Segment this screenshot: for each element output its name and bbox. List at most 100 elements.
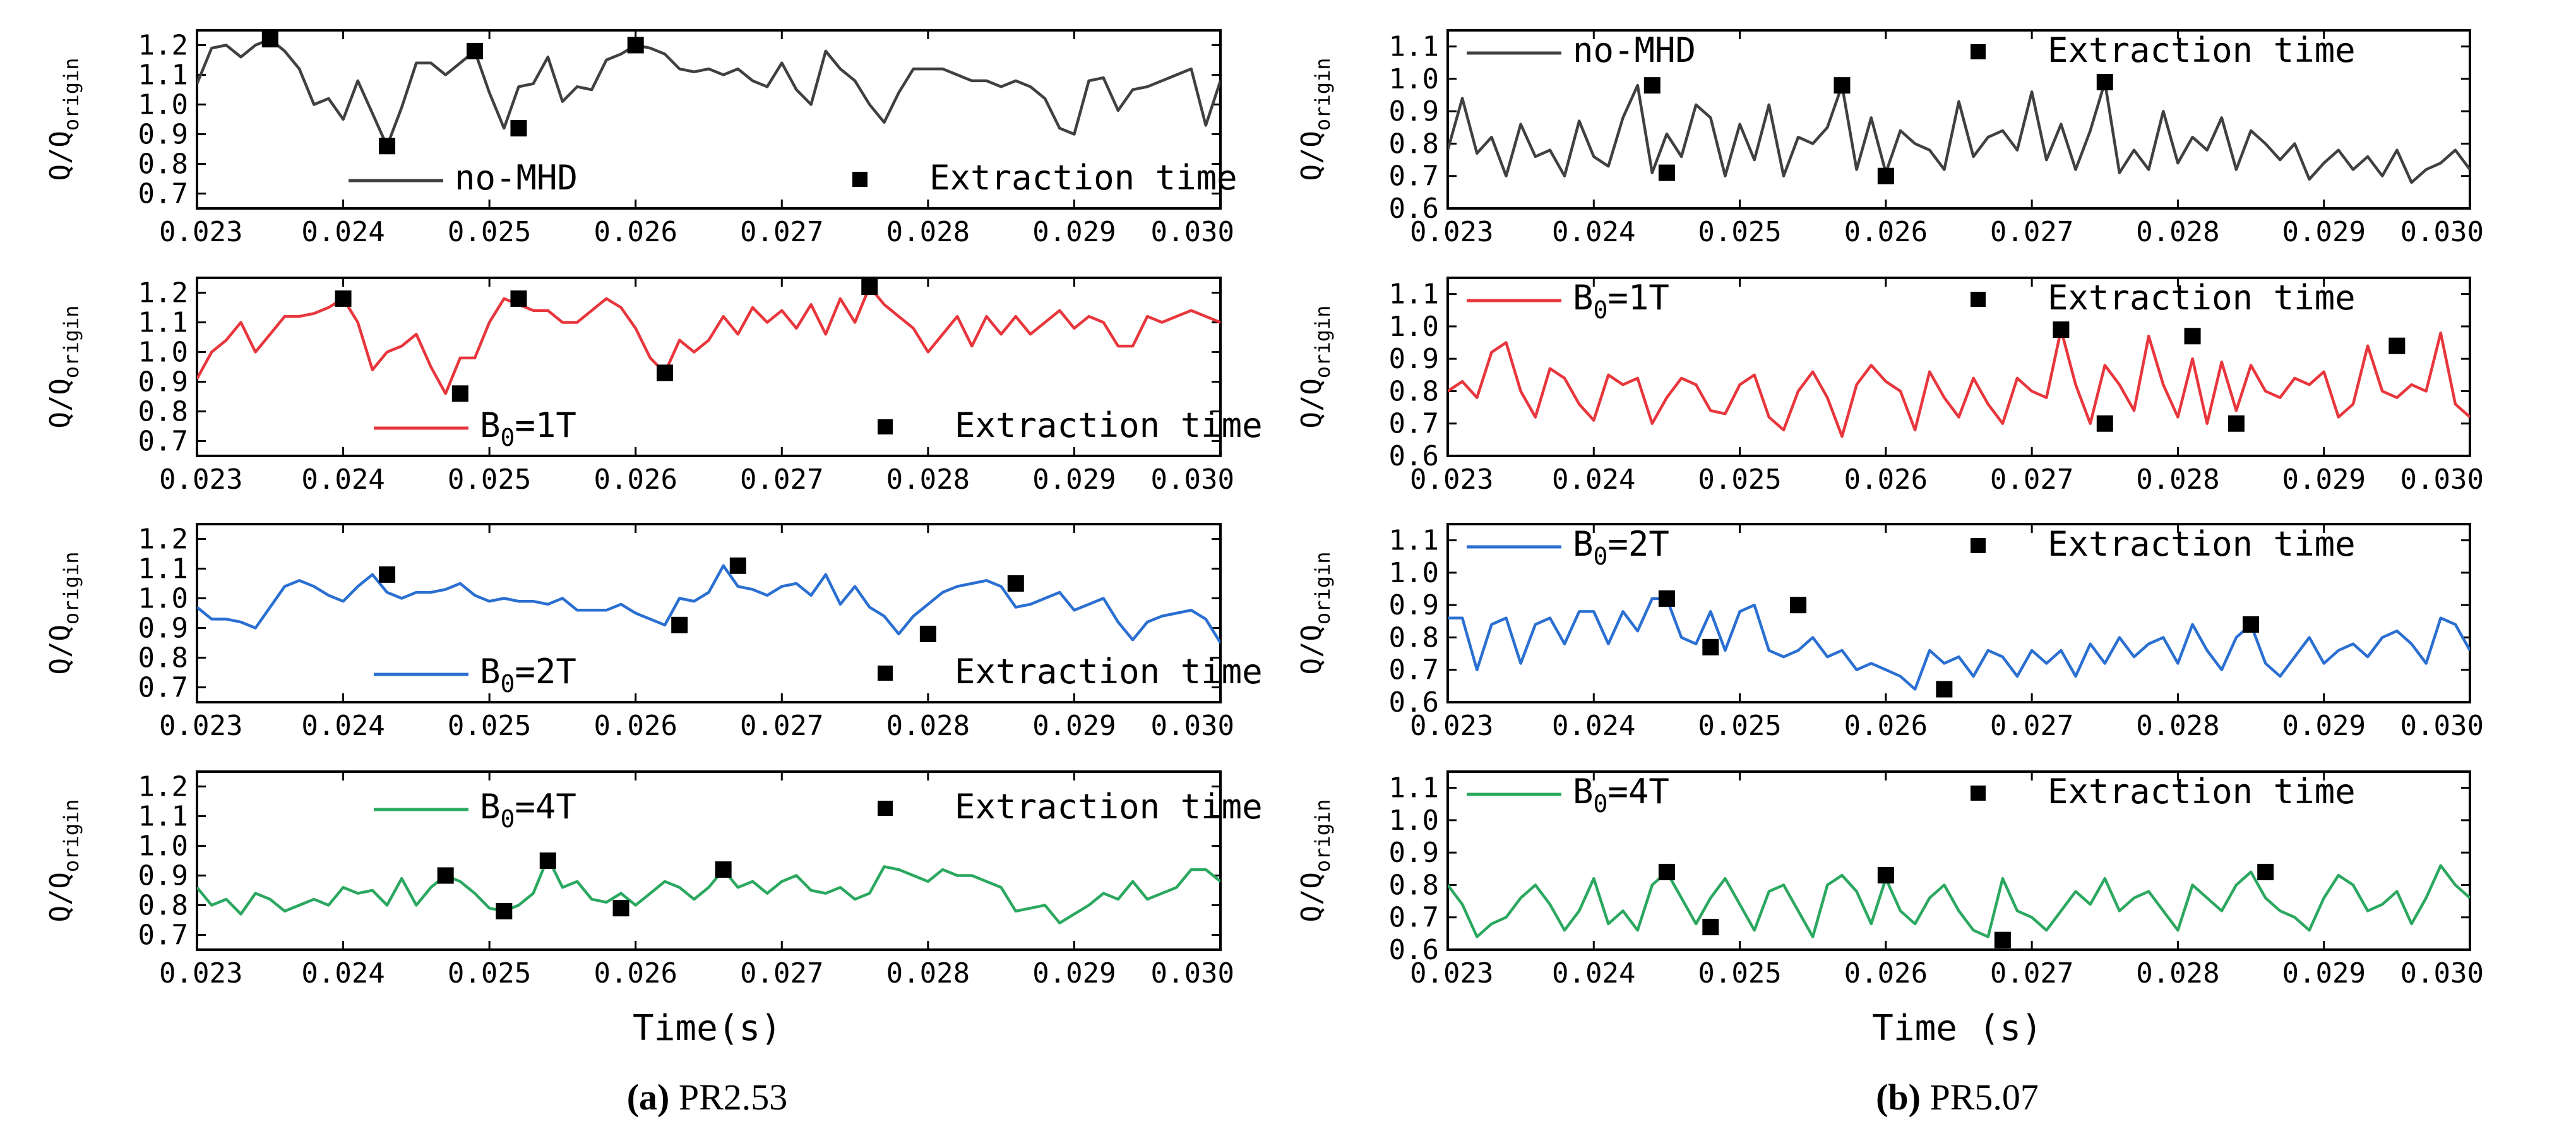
legend-label-base: B bbox=[480, 652, 501, 691]
x-tick-label: 0.030 bbox=[1151, 957, 1234, 990]
y-tick-label: 1.1 bbox=[138, 801, 188, 833]
y-tick-label: 1.0 bbox=[1389, 311, 1439, 343]
y-tick-label: 0.9 bbox=[138, 613, 188, 645]
x-tick-label: 0.023 bbox=[1410, 710, 1493, 742]
extraction-marker bbox=[1936, 681, 1953, 698]
x-tick-label: 0.023 bbox=[1410, 957, 1493, 990]
x-tick-label: 0.027 bbox=[1990, 463, 2073, 496]
series-line bbox=[1448, 328, 2470, 438]
y-axis-label-sub: origin bbox=[1311, 57, 1335, 131]
y-tick-label: 0.9 bbox=[1389, 343, 1439, 375]
legend-label-base: B bbox=[480, 405, 501, 445]
legend-marker-label: Extraction time bbox=[2048, 772, 2356, 811]
legend-label-base: no-MHD bbox=[1573, 30, 1696, 70]
figure-caption: (b) PR5.07 bbox=[1876, 1077, 2039, 1118]
x-tick-label: 0.025 bbox=[448, 216, 531, 248]
series-line bbox=[1448, 597, 2470, 691]
y-axis-label: Q/Qorigin bbox=[1296, 305, 1335, 428]
y-axis-label-main: Q/Q bbox=[44, 131, 76, 181]
x-tick-label: 0.030 bbox=[2400, 710, 2484, 742]
y-axis-label-main: Q/Q bbox=[1296, 872, 1328, 922]
x-tick-label: 0.026 bbox=[593, 463, 677, 496]
y-tick-label: 0.6 bbox=[1389, 193, 1439, 225]
extraction-marker bbox=[2184, 328, 2201, 345]
series-line bbox=[1448, 80, 2470, 184]
x-tick-label: 0.029 bbox=[1032, 216, 1116, 248]
y-axis-label-main: Q/Q bbox=[44, 872, 76, 922]
panel-b-1: 0.023 0.024 0.025 0.026 0.027 0.028 0.029 0.030… bbox=[1296, 29, 2484, 248]
plot-frame bbox=[196, 523, 1222, 703]
extraction-marker bbox=[1877, 867, 1894, 884]
y-tick-label: 0.7 bbox=[138, 919, 188, 952]
y-tick-label: 0.9 bbox=[138, 366, 188, 398]
x-tick-label: 0.023 bbox=[159, 216, 242, 248]
y-axis-label-main: Q/Q bbox=[44, 625, 76, 674]
legend-marker-label: Extraction time bbox=[929, 158, 1237, 198]
x-tick-label: 0.027 bbox=[1990, 957, 2073, 990]
extraction-marker bbox=[451, 385, 468, 402]
extraction-marker bbox=[1658, 164, 1675, 181]
legend-label-sub: 0 bbox=[501, 424, 515, 451]
extraction-marker bbox=[715, 861, 732, 878]
y-axis-label: Q/Qorigin bbox=[1296, 799, 1335, 922]
legend-label-sub: 0 bbox=[1594, 790, 1608, 818]
y-axis-label: Q/Qorigin bbox=[44, 305, 83, 428]
extraction-marker bbox=[861, 278, 878, 296]
y-tick-label: 1.2 bbox=[138, 771, 188, 803]
y-tick-label: 0.7 bbox=[138, 672, 188, 704]
extraction-marker bbox=[510, 120, 527, 137]
x-tick-label: 0.029 bbox=[2282, 216, 2365, 248]
x-tick-label: 0.025 bbox=[448, 463, 531, 496]
x-tick-label: 0.029 bbox=[1032, 957, 1116, 990]
x-tick-label: 0.030 bbox=[1151, 463, 1234, 496]
y-tick-label: 0.8 bbox=[1389, 621, 1439, 654]
x-tick-label: 0.024 bbox=[301, 463, 385, 496]
legend-marker-label: Extraction time bbox=[955, 787, 1263, 827]
series-line bbox=[1448, 864, 2470, 938]
x-tick-label: 0.024 bbox=[301, 216, 385, 248]
plot-frame bbox=[1446, 523, 2471, 703]
legend-label-sub: 0 bbox=[501, 670, 515, 698]
x-axis-title: Time (s) bbox=[1872, 1008, 2042, 1049]
y-tick-label: 1.1 bbox=[138, 307, 188, 339]
x-tick-label: 0.028 bbox=[886, 710, 970, 742]
y-tick-label: 0.7 bbox=[1389, 654, 1439, 686]
plot-frame bbox=[196, 277, 1222, 457]
extraction-marker bbox=[1702, 919, 1719, 936]
x-tick-label: 0.026 bbox=[1844, 957, 1928, 990]
extraction-marker bbox=[2053, 321, 2070, 338]
x-tick-label: 0.025 bbox=[448, 710, 531, 742]
x-tick-label: 0.024 bbox=[1552, 216, 1635, 248]
legend-marker bbox=[1971, 44, 1986, 59]
y-tick-label: 0.8 bbox=[138, 396, 188, 428]
legend-label-base: no-MHD bbox=[455, 158, 578, 198]
x-tick-label: 0.026 bbox=[593, 957, 677, 990]
x-tick-label: 0.026 bbox=[593, 710, 677, 742]
x-tick-label: 0.029 bbox=[1032, 710, 1116, 742]
x-tick-label: 0.024 bbox=[1552, 463, 1635, 496]
y-axis-label-sub: origin bbox=[1311, 305, 1335, 378]
extraction-marker bbox=[1834, 77, 1851, 94]
series-line bbox=[197, 564, 1220, 644]
y-tick-label: 0.8 bbox=[138, 642, 188, 674]
legend-label-sub: 0 bbox=[1594, 542, 1608, 570]
legend-label-sub: 0 bbox=[501, 805, 515, 833]
extraction-marker bbox=[1658, 590, 1675, 607]
x-tick-label: 0.030 bbox=[2400, 216, 2484, 248]
legend-label: B0=1T bbox=[1573, 278, 1669, 324]
y-tick-label: 1.0 bbox=[138, 89, 188, 121]
y-tick-label: 1.2 bbox=[138, 277, 188, 309]
y-tick-label: 0.8 bbox=[1389, 375, 1439, 407]
y-tick-label: 1.2 bbox=[138, 523, 188, 556]
legend-label-rest: =1T bbox=[1607, 278, 1669, 318]
legend-label-rest: =2T bbox=[515, 652, 576, 691]
y-tick-label: 0.9 bbox=[138, 860, 188, 892]
legend-label-rest: =4T bbox=[1607, 772, 1669, 811]
x-tick-label: 0.027 bbox=[740, 957, 823, 990]
extraction-marker bbox=[335, 290, 352, 307]
panel-b-2: 0.023 0.024 0.025 0.026 0.027 0.028 0.029 0.030… bbox=[1296, 277, 2484, 496]
y-axis-label: Q/Qorigin bbox=[1296, 57, 1335, 181]
x-tick-label: 0.023 bbox=[159, 710, 242, 742]
legend-marker-label: Extraction time bbox=[955, 652, 1263, 691]
